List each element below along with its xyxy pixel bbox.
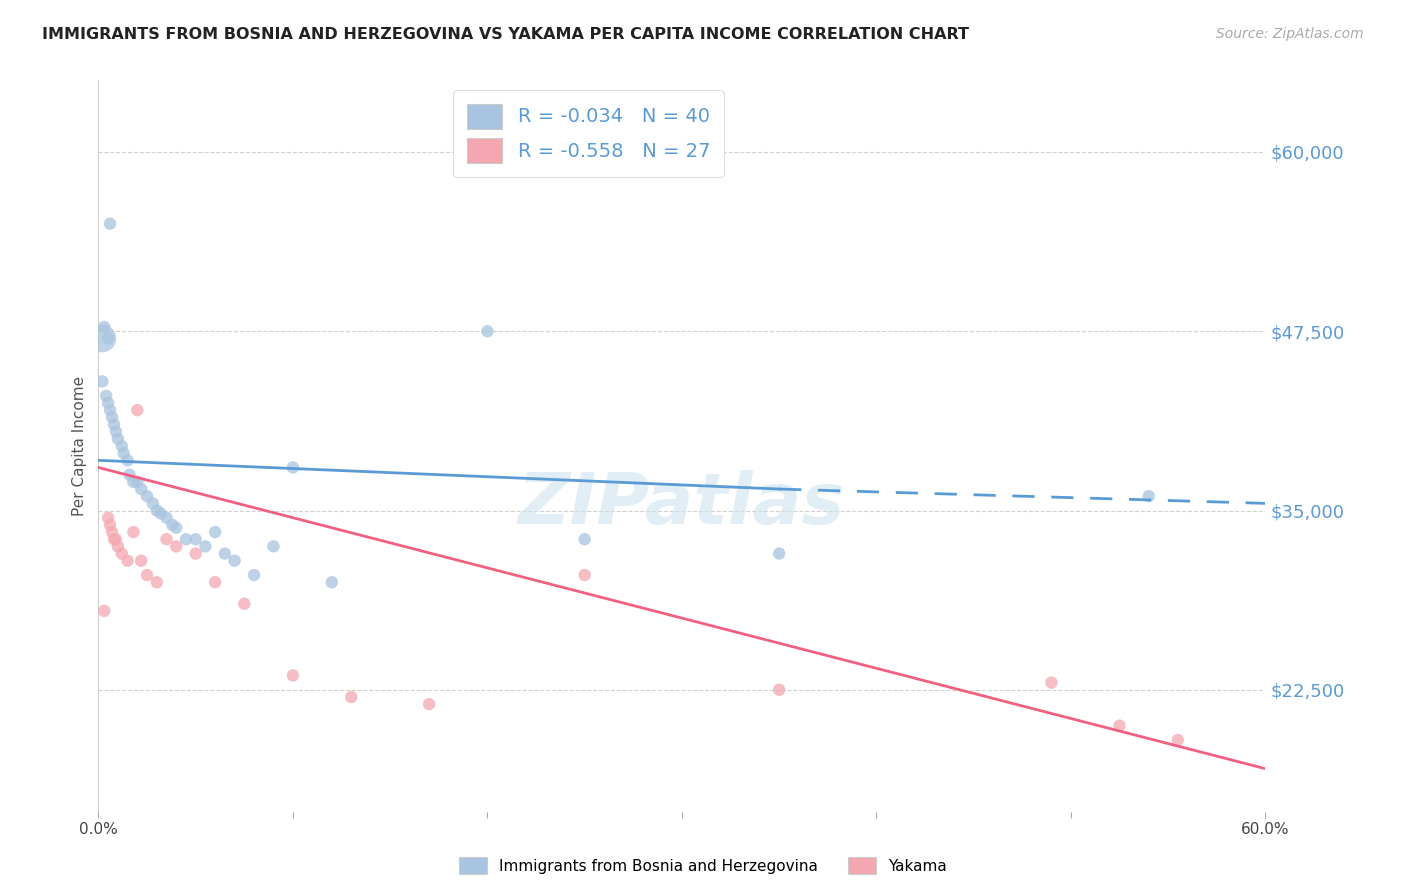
Point <box>93 604 115 618</box>
Point <box>281 668 304 682</box>
Point <box>1108 719 1130 733</box>
Point <box>204 575 226 590</box>
Point <box>97 331 120 345</box>
Point <box>262 540 284 554</box>
Point <box>321 575 343 590</box>
Point <box>574 533 596 547</box>
Point <box>155 510 177 524</box>
Text: Source: ZipAtlas.com: Source: ZipAtlas.com <box>1216 27 1364 41</box>
Point <box>165 540 187 554</box>
Point <box>233 597 256 611</box>
Point <box>127 475 149 489</box>
Point <box>340 690 363 704</box>
Point <box>103 533 125 547</box>
Point <box>96 389 118 403</box>
Point <box>194 540 217 554</box>
Point <box>103 417 125 432</box>
Point <box>136 489 159 503</box>
Point <box>281 460 304 475</box>
Point <box>184 547 207 561</box>
Point <box>101 410 124 425</box>
Point <box>97 396 120 410</box>
Point <box>477 324 499 338</box>
Point <box>97 510 120 524</box>
Point <box>98 517 121 532</box>
Point <box>768 547 790 561</box>
Point <box>98 217 121 231</box>
Point <box>101 524 124 539</box>
Point <box>129 482 152 496</box>
Point <box>93 320 115 334</box>
Point <box>117 554 139 568</box>
Point <box>91 375 114 389</box>
Point <box>146 575 169 590</box>
Point <box>104 533 127 547</box>
Point <box>1040 675 1063 690</box>
Point <box>174 533 197 547</box>
Point <box>1137 489 1160 503</box>
Point <box>1167 733 1189 747</box>
Point <box>149 507 172 521</box>
Legend: R = -0.034   N = 40, R = -0.558   N = 27: R = -0.034 N = 40, R = -0.558 N = 27 <box>453 90 724 177</box>
Point <box>129 554 152 568</box>
Point <box>155 533 177 547</box>
Point <box>243 568 266 582</box>
Point <box>122 524 145 539</box>
Point <box>104 425 127 439</box>
Point <box>107 432 129 446</box>
Point <box>111 547 134 561</box>
Point <box>111 439 134 453</box>
Point <box>768 682 790 697</box>
Point <box>112 446 135 460</box>
Point <box>214 547 236 561</box>
Point <box>107 540 129 554</box>
Point <box>117 453 139 467</box>
Point <box>118 467 141 482</box>
Y-axis label: Per Capita Income: Per Capita Income <box>72 376 87 516</box>
Point <box>165 521 187 535</box>
Point <box>98 403 121 417</box>
Point <box>204 524 226 539</box>
Point <box>136 568 159 582</box>
Point <box>224 554 246 568</box>
Point <box>127 403 149 417</box>
Point <box>184 533 207 547</box>
Point <box>162 517 184 532</box>
Point <box>418 697 440 711</box>
Text: IMMIGRANTS FROM BOSNIA AND HERZEGOVINA VS YAKAMA PER CAPITA INCOME CORRELATION C: IMMIGRANTS FROM BOSNIA AND HERZEGOVINA V… <box>42 27 969 42</box>
Point <box>91 331 114 345</box>
Point <box>574 568 596 582</box>
Point <box>146 503 169 517</box>
Point <box>142 496 165 510</box>
Text: ZIPatlas: ZIPatlas <box>519 470 845 539</box>
Legend: Immigrants from Bosnia and Herzegovina, Yakama: Immigrants from Bosnia and Herzegovina, … <box>453 851 953 880</box>
Point <box>122 475 145 489</box>
